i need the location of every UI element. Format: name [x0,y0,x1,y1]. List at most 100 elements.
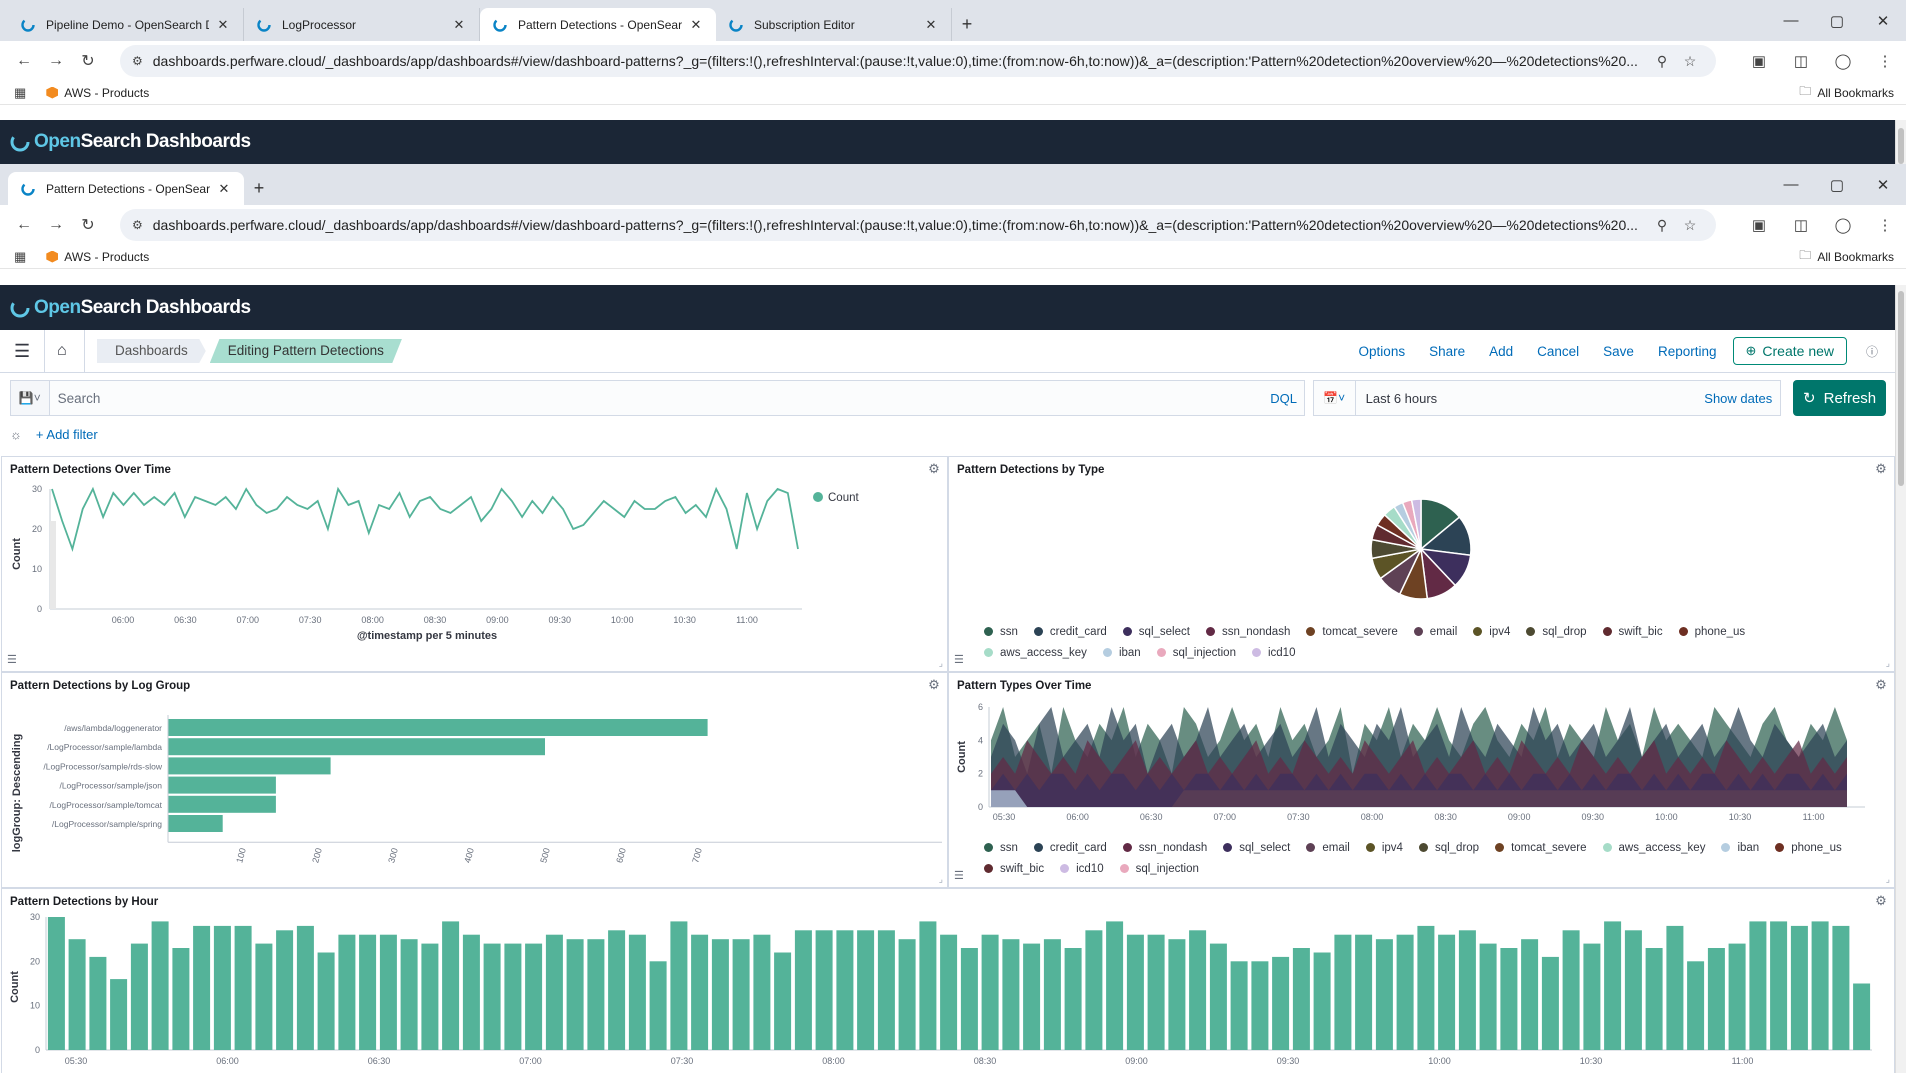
time-range-label[interactable]: Last 6 hours [1365,390,1438,406]
outer-tab-0[interactable]: Pipeline Demo - OpenSearch D ✕ [8,8,244,41]
legend-item-ipv4[interactable]: ipv4 [1365,837,1403,858]
legend-item-ssn_nondash[interactable]: ssn_nondash [1205,621,1290,642]
bar-22[interactable] [504,943,522,1050]
close-tab-icon[interactable]: ✕ [690,16,702,32]
gear-icon[interactable]: ⚙ [928,461,940,476]
bar-61[interactable] [1313,952,1331,1051]
legend-item-sql_drop[interactable]: sql_drop [1418,837,1479,858]
bar-20[interactable] [462,934,480,1050]
bar-3[interactable] [110,979,128,1050]
bar-/LogProcessor/sample/json[interactable] [168,776,276,794]
resize-handle[interactable]: ⌟ [1885,658,1890,668]
inner-tab-search-icon[interactable]: ◫ [1793,217,1809,234]
legend-item-iban[interactable]: iban [1721,837,1759,858]
bar-58[interactable] [1251,961,1269,1050]
bar-60[interactable] [1292,948,1310,1050]
bar-51[interactable] [1106,921,1124,1050]
close-window-icon[interactable]: ✕ [1876,12,1890,30]
bar-39[interactable] [857,930,875,1050]
bar-63[interactable] [1355,934,1373,1050]
bar-49[interactable] [1064,948,1082,1050]
legend-item-sql_select[interactable]: sql_select [1122,621,1190,642]
options-link[interactable]: Options [1358,343,1406,359]
reload-icon[interactable]: ↻ [81,53,95,70]
bar-9[interactable] [234,925,252,1050]
bar-83[interactable] [1770,921,1788,1050]
minimize-icon[interactable]: — [1783,176,1799,193]
legend-item-aws_access_key[interactable]: aws_access_key [1602,837,1705,858]
bar-27[interactable] [608,930,626,1050]
bookmark-aws-products[interactable]: AWS - Products [64,85,150,100]
inner-back-icon[interactable]: ← [16,216,32,233]
minimize-icon[interactable]: — [1783,12,1799,29]
bar-16[interactable] [379,934,397,1050]
bar-78[interactable] [1666,925,1684,1050]
add-link[interactable]: Add [1489,343,1514,359]
bar-12[interactable] [296,925,314,1050]
bar-71[interactable] [1521,939,1539,1050]
bar-85[interactable] [1811,921,1829,1050]
legend-item-aws_access_key[interactable]: aws_access_key [984,642,1087,663]
bar-62[interactable] [1334,934,1352,1050]
gear-icon[interactable]: ⚙ [928,677,940,692]
bar-0[interactable] [47,917,65,1050]
bar-84[interactable] [1790,925,1808,1050]
bar-15[interactable] [359,934,377,1050]
bar-2[interactable] [89,956,107,1050]
address-bar[interactable]: ⚙ dashboards.perfware.cloud/_dashboards/… [120,45,1716,77]
bar-31[interactable] [691,934,709,1050]
tab-search-icon[interactable]: ◫ [1793,53,1809,70]
legend-toggle-icon[interactable]: ☰ [954,870,964,882]
bar-4[interactable] [130,943,148,1050]
dql-toggle[interactable]: DQL [1270,390,1297,406]
bar-14[interactable] [338,934,356,1050]
inner-address-bar[interactable]: ⚙ dashboards.perfware.cloud/_dashboards/… [120,209,1716,241]
bar-13[interactable] [317,952,335,1051]
bar-36[interactable] [794,930,812,1050]
outer-scrollbar[interactable] [1895,120,1906,164]
legend-item-tomcat_severe[interactable]: tomcat_severe [1495,837,1587,858]
legend-item-ssn[interactable]: ssn [984,837,1018,858]
profile-icon[interactable]: ◯ [1834,53,1852,70]
bar-82[interactable] [1749,921,1767,1050]
hamburger-menu-icon[interactable]: ☰ [14,340,31,361]
bar-67[interactable] [1438,934,1456,1050]
legend-item-ipv4[interactable]: ipv4 [1473,621,1510,642]
bar-17[interactable] [400,939,418,1050]
bar-30[interactable] [670,921,688,1050]
close-window-icon[interactable]: ✕ [1876,176,1890,194]
bar-/LogProcessor/sample/spring[interactable] [168,815,223,832]
bar-/LogProcessor/sample/tomcat[interactable] [168,795,276,813]
legend-item-ssn_nondash[interactable]: ssn_nondash [1122,837,1207,858]
bar-23[interactable] [525,943,543,1050]
close-tab-icon[interactable]: ✕ [453,16,465,32]
bar-25[interactable] [566,939,584,1050]
show-dates-link[interactable]: Show dates [1704,390,1773,406]
bar-76[interactable] [1624,930,1642,1050]
bar-68[interactable] [1458,930,1476,1050]
bar-66[interactable] [1417,925,1435,1050]
legend-item-swift_bic[interactable]: swift_bic [984,858,1044,879]
calendar-icon[interactable]: 📅˅ [1314,381,1356,415]
gear-icon[interactable]: ⚙ [1875,461,1887,476]
legend-item-icd10[interactable]: icd10 [1251,642,1295,663]
bar-87[interactable] [1853,983,1871,1051]
legend-toggle-icon[interactable]: ☰ [7,654,17,666]
bar-44[interactable] [960,948,978,1050]
bar-53[interactable] [1147,934,1165,1050]
gear-icon[interactable]: ⚙ [1875,893,1887,908]
legend-item-email[interactable]: email [1413,621,1457,642]
inner-profile-icon[interactable]: ◯ [1834,217,1852,234]
bar-/aws/lambda/loggenerator[interactable] [168,719,708,736]
bar-1[interactable] [68,939,86,1050]
bar-65[interactable] [1396,934,1414,1050]
bar-57[interactable] [1230,961,1248,1050]
inner-forward-icon[interactable]: → [48,216,64,233]
reporting-link[interactable]: Reporting [1657,343,1717,359]
bar-18[interactable] [421,943,439,1050]
maximize-icon[interactable]: ▢ [1829,176,1845,194]
bar-48[interactable] [1043,939,1061,1050]
browser-menu-icon[interactable]: ⋮ [1877,53,1893,70]
site-info-icon[interactable]: ⚙ [132,54,143,68]
bar-50[interactable] [1085,930,1103,1050]
